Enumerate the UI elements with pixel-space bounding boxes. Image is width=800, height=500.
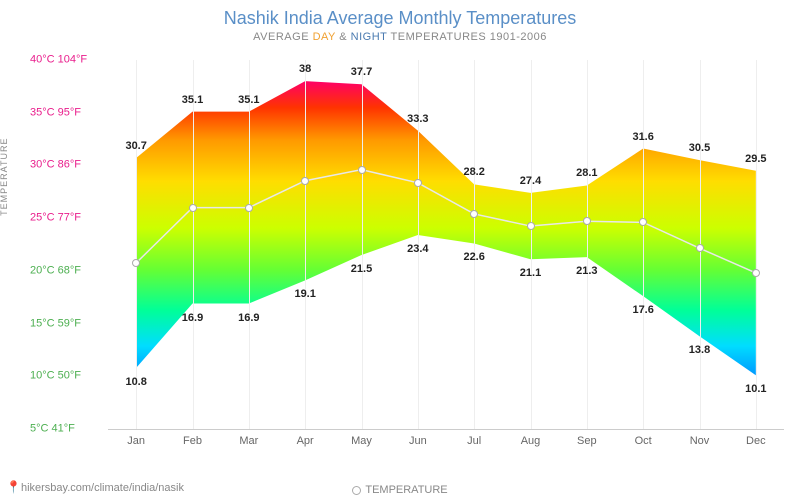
avg-marker <box>527 222 535 230</box>
subtitle-suffix: TEMPERATURES 1901-2006 <box>387 31 547 43</box>
y-axis-label: TEMPERATURE <box>0 137 9 215</box>
grid-line <box>136 60 137 429</box>
area-fill-svg <box>108 60 784 429</box>
legend-label: TEMPERATURE <box>365 484 447 496</box>
y-axis-tick: 40°C 104°F <box>30 55 87 66</box>
map-pin-icon: 📍 <box>6 480 21 494</box>
avg-marker <box>414 179 422 187</box>
x-axis-tick: Jul <box>467 435 481 447</box>
avg-marker <box>470 210 478 218</box>
grid-line <box>362 60 363 429</box>
grid-line <box>756 60 757 429</box>
y-axis-tick: 35°C 95°F <box>30 107 81 118</box>
avg-marker <box>358 166 366 174</box>
source-url: hikersbay.com/climate/india/nasik <box>21 482 184 494</box>
high-value-label: 38 <box>299 63 311 75</box>
subtitle-amp: & <box>336 31 351 43</box>
avg-marker <box>189 204 197 212</box>
legend-marker-icon <box>352 486 361 495</box>
avg-marker <box>245 204 253 212</box>
x-axis-tick: Jan <box>127 435 145 447</box>
high-value-label: 27.4 <box>520 175 541 187</box>
high-value-label: 30.5 <box>689 142 710 154</box>
low-value-label: 16.9 <box>238 312 259 324</box>
low-value-label: 22.6 <box>463 251 484 263</box>
grid-line <box>249 60 250 429</box>
grid-line <box>193 60 194 429</box>
low-value-label: 13.8 <box>689 344 710 356</box>
y-axis-tick: 15°C 59°F <box>30 318 81 329</box>
grid-line <box>531 60 532 429</box>
y-axis-tick: 5°C 41°F <box>30 424 75 435</box>
chart-subtitle: AVERAGE DAY & NIGHT TEMPERATURES 1901-20… <box>0 29 800 43</box>
x-axis-tick: May <box>351 435 372 447</box>
temperature-range-area <box>136 81 756 375</box>
avg-marker <box>132 259 140 267</box>
avg-marker <box>752 269 760 277</box>
grid-line <box>474 60 475 429</box>
avg-marker <box>639 218 647 226</box>
subtitle-prefix: AVERAGE <box>253 31 312 43</box>
source-attribution: 📍hikersbay.com/climate/india/nasik <box>6 480 184 494</box>
low-value-label: 21.5 <box>351 263 372 275</box>
grid-line <box>587 60 588 429</box>
low-value-label: 21.1 <box>520 267 541 279</box>
high-value-label: 29.5 <box>745 153 766 165</box>
subtitle-night: NIGHT <box>351 31 388 43</box>
chart-area: 40°C 104°F35°C 95°F30°C 86°F25°C 77°F20°… <box>30 60 784 450</box>
y-axis-tick: 25°C 77°F <box>30 213 81 224</box>
high-value-label: 35.1 <box>238 94 259 106</box>
x-axis-tick: Apr <box>297 435 314 447</box>
high-value-label: 28.2 <box>463 166 484 178</box>
x-axis-tick: Feb <box>183 435 202 447</box>
y-axis-tick: 10°C 50°F <box>30 371 81 382</box>
low-value-label: 10.8 <box>125 376 146 388</box>
low-value-label: 16.9 <box>182 312 203 324</box>
high-value-label: 31.6 <box>632 131 653 143</box>
low-value-label: 21.3 <box>576 265 597 277</box>
avg-marker <box>301 177 309 185</box>
y-axis-tick: 20°C 68°F <box>30 265 81 276</box>
low-value-label: 10.1 <box>745 383 766 395</box>
x-axis-tick: Sep <box>577 435 597 447</box>
x-axis-tick: Aug <box>521 435 541 447</box>
x-axis-tick: Oct <box>635 435 652 447</box>
grid-line <box>643 60 644 429</box>
avg-marker <box>583 217 591 225</box>
low-value-label: 19.1 <box>294 288 315 300</box>
x-axis-tick: Mar <box>239 435 258 447</box>
x-axis-tick: Jun <box>409 435 427 447</box>
chart-title: Nashik India Average Monthly Temperature… <box>0 0 800 29</box>
grid-line <box>305 60 306 429</box>
high-value-label: 30.7 <box>125 140 146 152</box>
x-axis-tick: Nov <box>690 435 710 447</box>
y-axis-tick: 30°C 86°F <box>30 160 81 171</box>
low-value-label: 23.4 <box>407 243 428 255</box>
chart-footer: TEMPERATURE 📍hikersbay.com/climate/india… <box>0 484 800 496</box>
avg-marker <box>696 244 704 252</box>
low-value-label: 17.6 <box>632 304 653 316</box>
high-value-label: 33.3 <box>407 113 428 125</box>
high-value-label: 28.1 <box>576 167 597 179</box>
subtitle-day: DAY <box>313 31 336 43</box>
high-value-label: 37.7 <box>351 66 372 78</box>
plot-area: 40°C 104°F35°C 95°F30°C 86°F25°C 77°F20°… <box>108 60 784 430</box>
high-value-label: 35.1 <box>182 94 203 106</box>
x-axis-tick: Dec <box>746 435 766 447</box>
